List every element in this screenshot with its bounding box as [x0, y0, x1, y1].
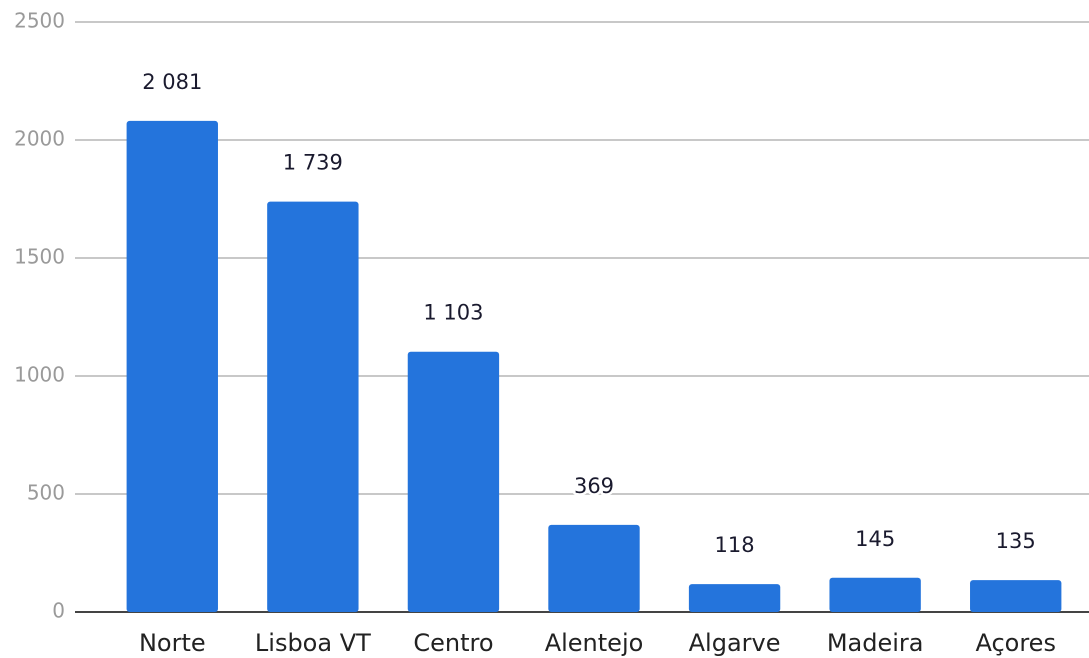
- y-tick-label: 1500: [14, 245, 65, 269]
- x-tick-label: Madeira: [827, 629, 924, 657]
- y-tick-label: 1000: [14, 363, 65, 387]
- bar: [548, 524, 640, 612]
- value-label: 369: [574, 474, 614, 498]
- x-tick-label: Lisboa VT: [255, 629, 371, 657]
- x-tick-label: Algarve: [689, 629, 781, 657]
- x-tick-label: Açores: [975, 629, 1055, 657]
- y-tick-label: 2500: [14, 9, 65, 33]
- bar: [407, 351, 500, 612]
- value-label: 2 081: [142, 70, 202, 94]
- value-label: 145: [855, 527, 895, 551]
- bar: [829, 577, 921, 612]
- y-tick-label: 0: [52, 599, 65, 623]
- y-tick-label: 500: [27, 481, 65, 505]
- value-label: 1 739: [283, 151, 343, 175]
- y-tick-label: 2000: [14, 127, 65, 151]
- bar: [970, 580, 1062, 612]
- bar: [267, 201, 359, 612]
- bar: [688, 584, 781, 612]
- value-label: 1 103: [423, 301, 483, 325]
- x-tick-label: Centro: [413, 629, 493, 657]
- value-label: 118: [715, 533, 755, 557]
- value-label: 135: [996, 529, 1036, 553]
- x-tick-label: Norte: [139, 629, 206, 657]
- bar: [126, 120, 218, 612]
- x-tick-label: Alentejo: [545, 629, 644, 657]
